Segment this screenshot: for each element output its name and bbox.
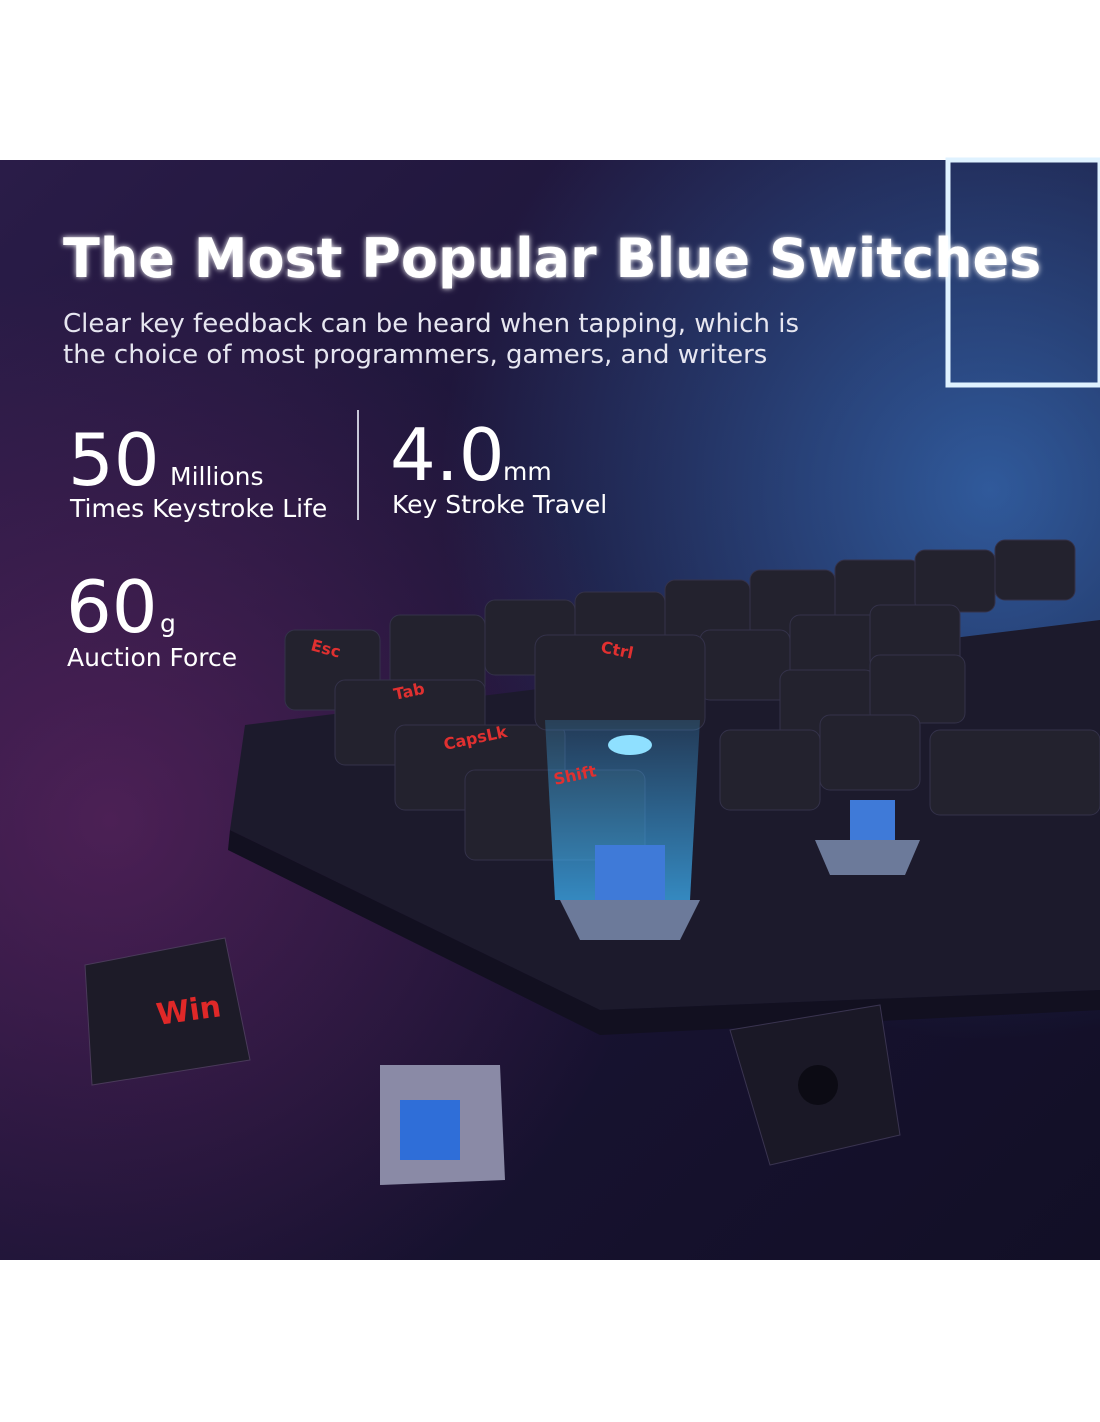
stat-number: 60 <box>66 565 158 649</box>
headline: The Most Popular Blue Switches <box>63 227 1041 290</box>
stat-number: 50 <box>68 418 160 502</box>
keyboard: Esc Tab CapsLk Shift Ctrl <box>228 539 1100 1035</box>
loose-parts: Win <box>84 937 901 1185</box>
stat-label: Auction Force <box>67 643 237 672</box>
stat-unit: Millions <box>170 462 264 491</box>
subtitle-line: Clear key feedback can be heard when tap… <box>63 309 799 339</box>
stat-unit: mm <box>503 457 552 486</box>
stat-label: Key Stroke Travel <box>392 490 607 519</box>
stat-label: Times Keystroke Life <box>69 494 327 523</box>
stat-number: 4.0 <box>390 413 505 497</box>
stat-unit: g <box>160 609 176 638</box>
subtitle-line: the choice of most programmers, gamers, … <box>63 340 767 370</box>
